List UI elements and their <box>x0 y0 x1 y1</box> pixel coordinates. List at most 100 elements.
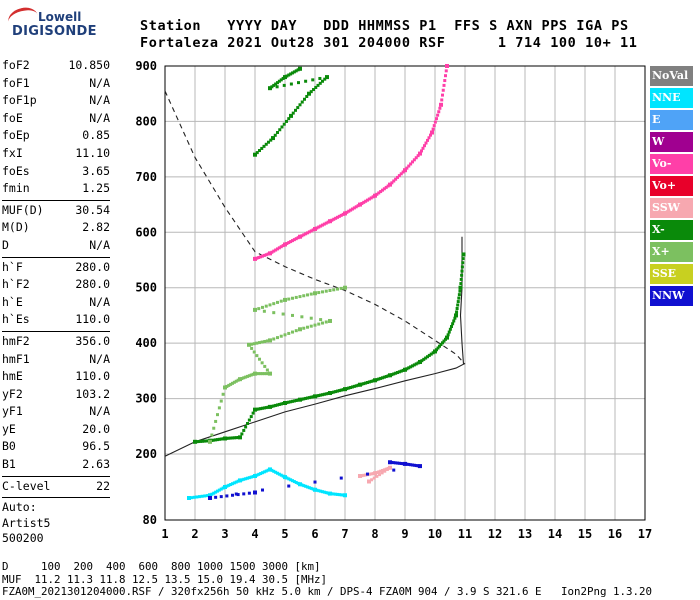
echo-point <box>261 471 264 475</box>
echo-point <box>279 299 283 303</box>
echo-point <box>352 384 356 388</box>
echo-point <box>268 86 272 91</box>
echo-point <box>302 326 306 330</box>
echo-point <box>255 473 259 477</box>
echo-point <box>195 440 199 444</box>
echo-point <box>219 487 223 491</box>
echo-point <box>347 386 351 390</box>
echo-point <box>246 374 249 378</box>
echo-point <box>336 492 339 496</box>
echo-point <box>291 479 294 483</box>
echo-point <box>272 469 276 473</box>
echo-point <box>442 339 446 343</box>
param-value: 20.0 <box>82 421 110 436</box>
echo-point <box>262 253 266 257</box>
echo-point <box>343 285 347 290</box>
param-value: 1.25 <box>82 181 110 196</box>
echo-point <box>261 372 264 376</box>
echo-point <box>311 78 315 82</box>
echo-point <box>289 400 293 404</box>
echo-point <box>380 471 384 475</box>
echo-point <box>379 376 383 380</box>
param-key: yE <box>2 421 16 436</box>
echo-point <box>439 102 443 107</box>
echo-point <box>313 487 317 492</box>
echo-point <box>236 493 240 497</box>
echo-point <box>219 399 223 403</box>
auto-scaling-line: Artist5 <box>2 515 51 530</box>
echo-point <box>358 474 362 478</box>
echo-point <box>324 289 328 293</box>
echo-point <box>232 380 236 384</box>
x-tick-label: 6 <box>311 527 318 541</box>
echo-point <box>216 489 219 493</box>
echo-point <box>272 249 276 253</box>
echo-point <box>214 495 218 499</box>
echo-point <box>418 464 422 469</box>
echo-point <box>399 172 403 176</box>
echo-point <box>268 303 272 307</box>
echo-point <box>432 124 436 128</box>
echo-point <box>264 253 268 257</box>
echo-point <box>411 160 414 164</box>
param-value: 10.850 <box>68 58 110 72</box>
echo-point <box>414 156 418 160</box>
param-row-fof2: foF2 10.850 <box>2 58 110 76</box>
echo-point <box>198 495 201 499</box>
echo-point <box>279 473 283 477</box>
echo-point <box>447 330 451 334</box>
echo-point <box>234 436 238 440</box>
echo-point <box>255 372 259 376</box>
echo-point <box>232 481 236 485</box>
echo-point <box>377 377 381 381</box>
echo-point <box>313 394 317 399</box>
echo-point <box>225 484 229 488</box>
echo-point <box>304 396 308 400</box>
echo-point <box>332 492 336 496</box>
echo-point <box>362 473 366 477</box>
echo-point <box>277 246 281 250</box>
x-tick-label: 5 <box>281 527 288 541</box>
echo-point <box>429 133 432 137</box>
echo-point <box>201 439 204 443</box>
echo-point <box>259 407 263 411</box>
echo-point <box>268 467 272 472</box>
echo-point <box>362 200 366 204</box>
echo-point <box>309 324 313 328</box>
echo-point <box>287 297 291 301</box>
echo-point <box>448 327 452 331</box>
echo-point <box>249 475 253 479</box>
echo-point <box>253 307 257 312</box>
echo-point <box>199 439 203 443</box>
echo-point <box>253 256 257 261</box>
echo-point <box>309 316 313 320</box>
echo-point <box>272 337 276 341</box>
echo-point <box>373 378 377 383</box>
echo-point <box>255 151 259 155</box>
echo-point <box>345 210 349 214</box>
echo-point <box>187 496 191 500</box>
echo-point <box>234 379 238 383</box>
echo-point <box>409 162 413 166</box>
param-value: 110.0 <box>75 369 110 384</box>
param-row-foe: foE N/A <box>2 111 110 129</box>
echo-point <box>337 214 341 218</box>
param-value: 22 <box>96 478 110 493</box>
echo-point <box>229 483 233 487</box>
echo-point <box>244 477 248 481</box>
echo-point <box>433 349 437 354</box>
echo-point <box>405 367 409 371</box>
echo-point <box>208 496 212 500</box>
echo-point <box>330 391 334 395</box>
echo-point <box>307 91 311 96</box>
echo-point <box>274 470 278 474</box>
param-row-hes: h`Es 110.0 <box>2 312 110 330</box>
param-row-b0: B0 96.5 <box>2 439 110 457</box>
param-key: hmF1 <box>2 351 30 366</box>
echo-point <box>238 435 242 440</box>
echo-point <box>366 380 369 384</box>
echo-point <box>407 366 411 370</box>
echo-point <box>294 329 298 333</box>
param-value: N/A <box>89 110 110 125</box>
echo-point <box>272 311 276 315</box>
